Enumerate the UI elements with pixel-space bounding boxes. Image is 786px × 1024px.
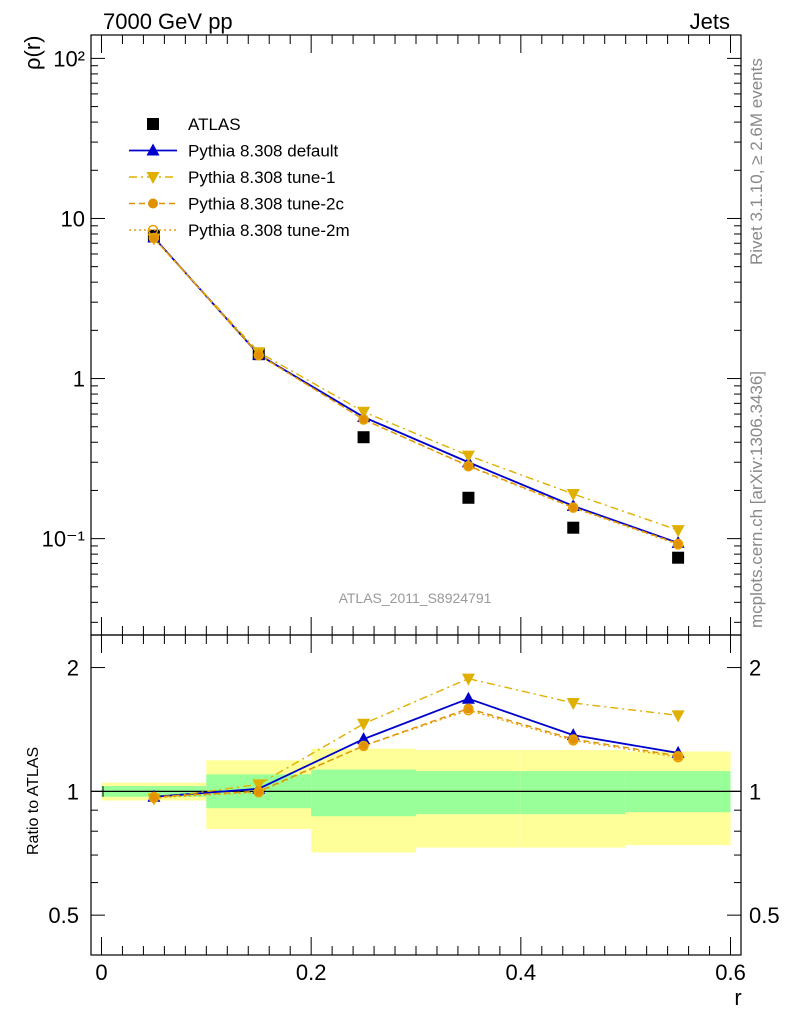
main-data-point xyxy=(567,521,580,534)
ratio-data-point xyxy=(253,786,264,798)
main-data-point xyxy=(672,551,685,564)
main-y-axis-label: ρ(r) xyxy=(20,36,45,71)
main-data-point xyxy=(148,232,160,244)
x-tick-label: 0.2 xyxy=(296,960,327,985)
ratio-inner-band xyxy=(416,771,521,815)
main-y-tick-label: 10² xyxy=(53,46,85,71)
ratio-data-point xyxy=(148,792,160,803)
x-tick-label: 0.4 xyxy=(506,960,537,985)
main-data-point xyxy=(148,233,159,244)
main-y-tick-label: 1 xyxy=(73,367,85,392)
main-data-point xyxy=(358,414,369,425)
ratio-inner-band xyxy=(520,771,626,815)
main-y-tick-label: 10 xyxy=(61,206,85,231)
legend-label: Pythia 8.308 default xyxy=(188,142,339,161)
main-data-point xyxy=(462,491,475,504)
ratio-y-tick-label-left: 1 xyxy=(67,779,79,804)
legend-marker xyxy=(147,118,159,130)
ratio-data-point xyxy=(463,704,474,716)
ratio-data-point xyxy=(672,752,684,763)
x-axis-label: r xyxy=(734,985,741,1010)
ratio-series-line xyxy=(153,697,679,798)
ratio-y-tick-label-right: 0.5 xyxy=(749,903,780,928)
ratio-data-point xyxy=(358,740,369,751)
ratio-data-point xyxy=(357,718,371,731)
main-data-point xyxy=(463,461,474,472)
ratio-y-axis-label: Ratio to ATLAS xyxy=(25,747,42,855)
ratio-series-line xyxy=(153,707,679,798)
ratio-data-point xyxy=(461,691,475,704)
main-data-point xyxy=(358,414,369,425)
main-data-point xyxy=(357,431,370,444)
ratio-y-tick-label-left: 0.5 xyxy=(48,903,79,928)
main-data-point xyxy=(463,460,474,471)
ratio-data-point xyxy=(671,710,685,723)
ratio-data-point xyxy=(566,698,580,711)
ratio-inner-band xyxy=(311,769,416,817)
ratio-y-tick-label-left: 2 xyxy=(67,656,79,681)
main-data-point xyxy=(253,349,264,360)
main-data-point xyxy=(671,525,685,538)
main-data-point xyxy=(672,539,684,550)
main-series-line xyxy=(153,236,679,544)
mcplots-label: mcplots.cern.ch [arXiv:1306.3436] xyxy=(747,371,766,628)
rivet-version-label: Rivet 3.1.10, ≥ 2.6M events xyxy=(747,58,766,265)
x-tick-label: 0.6 xyxy=(715,960,746,985)
legend-marker xyxy=(147,224,159,236)
legend-label: Pythia 8.308 tune-2m xyxy=(188,221,350,240)
legend-label: Pythia 8.308 tune-2c xyxy=(188,195,344,214)
main-y-tick-label: 10⁻¹ xyxy=(42,527,85,552)
header-right-title: Jets xyxy=(690,9,730,34)
main-data-point xyxy=(253,349,264,361)
main-data-point xyxy=(357,406,371,419)
ratio-data-point xyxy=(461,673,475,686)
main-data-point xyxy=(461,450,475,463)
legend-label: ATLAS xyxy=(188,115,241,134)
main-series-line xyxy=(153,237,679,531)
main-data-point xyxy=(568,502,579,513)
ratio-data-point xyxy=(252,779,266,792)
ratio-y-tick-label-right: 2 xyxy=(749,656,761,681)
main-series-line xyxy=(153,237,679,545)
legend-marker xyxy=(146,172,160,184)
ratio-series-line xyxy=(153,677,679,800)
analysis-id-label: ATLAS_2011_S8924791 xyxy=(339,590,492,606)
main-data-point xyxy=(568,502,579,513)
legend-label: Pythia 8.308 tune-1 xyxy=(188,168,335,187)
legend-marker xyxy=(146,143,160,156)
ratio-data-point xyxy=(358,740,369,752)
legend-marker xyxy=(148,198,158,209)
main-data-point xyxy=(566,489,580,502)
main-series-line xyxy=(153,237,679,546)
ratio-y-tick-label-right: 1 xyxy=(749,779,761,804)
x-tick-label: 0 xyxy=(95,960,107,985)
ratio-data-point xyxy=(357,732,371,745)
ratio-data-point xyxy=(568,735,579,746)
header-left-title: 7000 GeV pp xyxy=(103,9,233,34)
